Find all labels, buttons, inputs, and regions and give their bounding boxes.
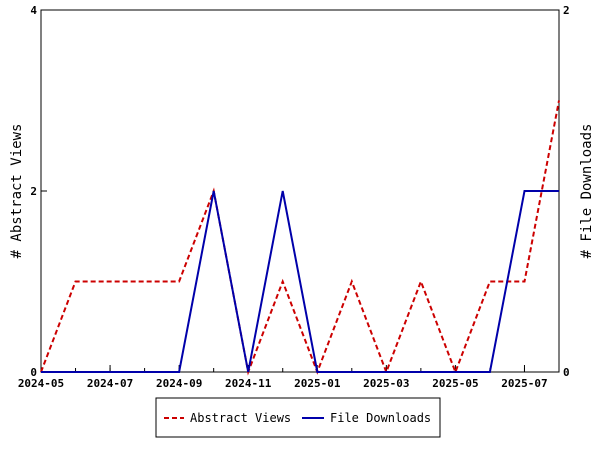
legend-label-abstract-views: Abstract Views (190, 411, 291, 425)
y-left-tick-label: 0 (30, 366, 37, 379)
series-line-abstract-views (40, 100, 560, 376)
y-axis-left-title: # Abstract Views (9, 124, 25, 259)
plot-area (40, 9, 560, 373)
x-tick-label: 2025-07 (501, 377, 547, 390)
axis-ticks: 2024-05 2024-07 2024-09 2024-11 2025-01 2025-… (18, 4, 570, 390)
y-right-tick-label: 2 (563, 4, 570, 17)
y-axis-right-title: # File Downloads (579, 124, 595, 259)
legend-label-file-downloads: File Downloads (330, 411, 431, 425)
x-tick-label: 2024-09 (156, 377, 202, 390)
x-tick-label: 2024-07 (87, 377, 133, 390)
series-line-file-downloads (41, 190, 559, 373)
legend: Abstract Views File Downloads (155, 397, 441, 438)
x-tick-label: 2024-05 (18, 377, 64, 390)
y-left-tick-label: 4 (30, 4, 37, 17)
series-lines (40, 100, 560, 376)
x-tick-label: 2025-03 (363, 377, 409, 390)
y-right-tick-label: 0 (563, 366, 570, 379)
x-tick-label: 2025-05 (432, 377, 478, 390)
y-left-tick-label: 2 (30, 185, 37, 198)
x-tick-label: 2024-11 (225, 377, 272, 390)
x-tick-label: 2025-01 (294, 377, 341, 390)
legend-box (155, 397, 441, 438)
